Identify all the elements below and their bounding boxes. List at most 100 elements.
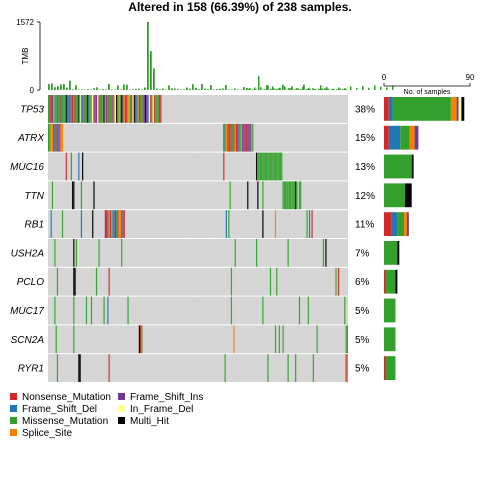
mutation-cell bbox=[267, 152, 269, 181]
mutation-cell bbox=[141, 95, 143, 123]
mutation-cell bbox=[140, 325, 142, 354]
mutation-cell bbox=[146, 95, 148, 123]
mutation-cell bbox=[60, 123, 62, 152]
mutation-cell bbox=[124, 95, 127, 123]
mutation-cell bbox=[262, 210, 264, 238]
side-bar-segment bbox=[391, 212, 398, 236]
mutation-cell bbox=[79, 354, 81, 382]
mutation-cell bbox=[117, 210, 119, 238]
mutation-cell bbox=[233, 123, 235, 152]
tmb-bar bbox=[129, 89, 131, 90]
tmb-bar bbox=[87, 89, 89, 90]
mutation-cell bbox=[271, 152, 273, 181]
mutation-cell bbox=[230, 296, 233, 325]
tmb-bar bbox=[374, 85, 376, 90]
side-bar-segment bbox=[388, 125, 401, 150]
tmb-bar bbox=[180, 89, 182, 90]
mutation-cell bbox=[228, 123, 230, 152]
tmb-bar bbox=[168, 85, 170, 90]
mutation-cell bbox=[94, 95, 96, 123]
mutation-cell bbox=[118, 95, 120, 123]
mutation-cell bbox=[243, 123, 245, 152]
tmb-bar bbox=[336, 89, 338, 90]
tmb-bar bbox=[309, 88, 311, 90]
gene-percent: 5% bbox=[355, 335, 370, 346]
legend-label: Missense_Mutation bbox=[22, 416, 109, 427]
tmb-bar bbox=[266, 85, 268, 90]
mutation-cell bbox=[121, 210, 123, 238]
mutation-cell bbox=[272, 152, 274, 181]
mutation-cell bbox=[127, 95, 129, 123]
mutation-cell bbox=[99, 95, 101, 123]
mutation-cell bbox=[252, 123, 254, 152]
mutation-cell bbox=[78, 354, 80, 382]
mutation-cell bbox=[61, 95, 64, 123]
tmb-bar bbox=[174, 88, 176, 90]
tmb-bar bbox=[342, 89, 344, 90]
mutation-cell bbox=[63, 95, 65, 123]
gene-percent: 5% bbox=[355, 364, 370, 375]
side-bar-segment bbox=[397, 212, 405, 236]
mutation-cell bbox=[306, 210, 308, 238]
tmb-bar bbox=[201, 84, 203, 90]
mutation-cell bbox=[240, 123, 243, 152]
mutation-cell bbox=[80, 181, 83, 210]
tmb-bar bbox=[332, 88, 334, 90]
tmb-bar bbox=[276, 88, 278, 90]
mutation-cell bbox=[119, 210, 122, 238]
gene-label: RYR1 bbox=[18, 364, 44, 375]
mutation-cell bbox=[263, 152, 265, 181]
mutation-cell bbox=[65, 152, 67, 181]
tmb-bar bbox=[216, 89, 218, 90]
tmb-bar bbox=[105, 89, 107, 90]
tmb-bar bbox=[296, 88, 298, 90]
legend-label: Frame_Shift_Del bbox=[22, 404, 98, 415]
mutation-cell bbox=[85, 95, 88, 123]
tmb-bar bbox=[297, 88, 299, 90]
mutation-cell bbox=[274, 152, 277, 181]
mutation-cell bbox=[151, 95, 153, 123]
mutation-cell bbox=[53, 123, 55, 152]
mutation-cell bbox=[73, 239, 75, 267]
mutation-cell bbox=[83, 95, 85, 123]
mutation-cell bbox=[308, 210, 311, 238]
tmb-bar bbox=[312, 88, 314, 90]
tmb-bar bbox=[291, 86, 293, 90]
gene-label: MUC17 bbox=[10, 306, 44, 317]
mutation-cell bbox=[56, 123, 59, 152]
mutation-cell bbox=[111, 210, 113, 238]
mutation-cell bbox=[95, 95, 98, 123]
tmb-bar bbox=[78, 89, 80, 90]
mutation-cell bbox=[108, 210, 110, 238]
mutation-cell bbox=[90, 95, 93, 123]
tmb-bar bbox=[222, 88, 224, 90]
tmb-bar bbox=[117, 85, 119, 90]
mutation-cell bbox=[346, 325, 348, 354]
mutation-cell bbox=[98, 95, 100, 123]
tmb-bar bbox=[279, 87, 281, 90]
mutation-cell bbox=[292, 181, 294, 210]
mutation-cell bbox=[50, 210, 52, 238]
mutation-cell bbox=[116, 95, 118, 123]
mutation-cell bbox=[148, 95, 151, 123]
gene-percent: 11% bbox=[355, 220, 374, 231]
tmb-bar bbox=[72, 89, 74, 90]
mutation-cell bbox=[55, 123, 57, 152]
mutation-cell bbox=[80, 210, 83, 238]
side-bar-segment bbox=[385, 269, 396, 294]
mutation-cell bbox=[65, 95, 67, 123]
mutation-cell bbox=[262, 296, 264, 325]
side-bar-segment bbox=[384, 269, 386, 294]
mutation-cell bbox=[108, 95, 110, 123]
side-bar-segment bbox=[461, 97, 465, 121]
mutation-cell bbox=[75, 239, 77, 267]
mutation-cell bbox=[269, 152, 272, 181]
legend-label: In_Frame_Del bbox=[130, 404, 194, 415]
tmb-bar bbox=[54, 87, 56, 90]
mutation-cell bbox=[134, 95, 137, 123]
side-bar-segment bbox=[405, 183, 412, 208]
mutation-cell bbox=[141, 325, 143, 354]
mutation-cell bbox=[51, 123, 54, 152]
mutation-cell bbox=[131, 95, 133, 123]
mutation-cell bbox=[145, 95, 147, 123]
